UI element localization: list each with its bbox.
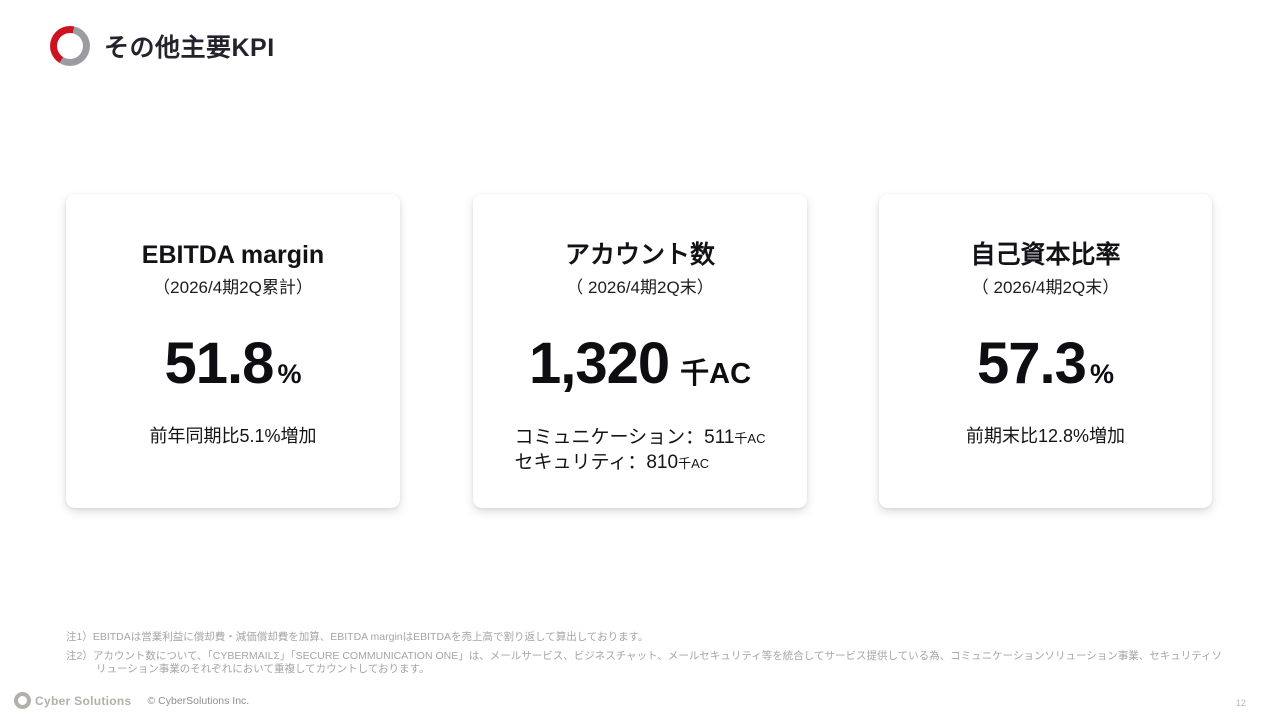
card-value-row: 1,320 千AC <box>529 335 751 393</box>
card-note: 前年同期比5.1%増加 <box>149 426 317 446</box>
card-subtitle: （ 2026/4期2Q末） <box>566 278 714 297</box>
footnote-1: 注1）EBITDAは営業利益に償却費・減価償却費を加算、EBITDA margi… <box>66 631 649 643</box>
card-value-row: 51.8 % <box>165 335 302 393</box>
footnotes: 注1）EBITDAは営業利益に償却費・減価償却費を加算、EBITDA margi… <box>66 631 1232 682</box>
card-value: 1,320 <box>528 331 670 396</box>
page-number: 12 <box>1235 698 1246 708</box>
kpi-card-account-count: アカウント数 （ 2026/4期2Q末） 1,320 千AC コミュニケーション… <box>473 194 807 508</box>
card-subtitle: （ 2026/4期2Q末） <box>971 278 1120 297</box>
breakdown-unit: 千AC <box>734 431 766 446</box>
card-value: 51.8 <box>164 331 275 396</box>
card-breakdown: コミュニケーション：511千AC セキュリティ：810千AC <box>515 426 766 475</box>
card-value-unit: % <box>1089 359 1114 389</box>
ring-logo-icon <box>50 26 90 66</box>
card-value-unit: 千AC <box>680 358 752 390</box>
card-value: 57.3 <box>977 331 1087 396</box>
card-value-row: 57.3 % <box>977 335 1114 393</box>
card-breakdown-line: セキュリティ：810千AC <box>515 451 766 476</box>
breakdown-text: セキュリティ：810 <box>514 451 679 473</box>
card-title: アカウント数 <box>564 241 715 269</box>
page-title: その他主要KPI <box>104 34 275 62</box>
header: その他主要KPI <box>50 26 275 66</box>
card-title: EBITDA margin <box>141 241 325 269</box>
footer: Cyber Solutions © CyberSolutions Inc. <box>14 692 249 709</box>
copyright-text: © CyberSolutions Inc. <box>147 694 250 707</box>
card-breakdown-line: コミュニケーション：511千AC <box>515 426 766 451</box>
card-value-unit: % <box>277 359 302 389</box>
card-subtitle: （2026/4期2Q累計） <box>153 278 313 297</box>
card-note: 前期末比12.8%増加 <box>965 426 1126 446</box>
footer-logo-icon <box>14 692 31 709</box>
footer-logo-text: Cyber Solutions <box>35 693 132 708</box>
kpi-card-equity-ratio: 自己資本比率 （ 2026/4期2Q末） 57.3 % 前期末比12.8%増加 <box>879 194 1212 508</box>
kpi-card-ebitda-margin: EBITDA margin （2026/4期2Q累計） 51.8 % 前年同期比… <box>66 194 400 508</box>
footnote-2: 注2）アカウント数について、「CYBERMAILΣ」「SECURE COMMUN… <box>66 650 1223 675</box>
card-title: 自己資本比率 <box>970 241 1121 269</box>
breakdown-unit: 千AC <box>678 455 710 471</box>
breakdown-text: コミュニケーション：511 <box>514 427 735 448</box>
